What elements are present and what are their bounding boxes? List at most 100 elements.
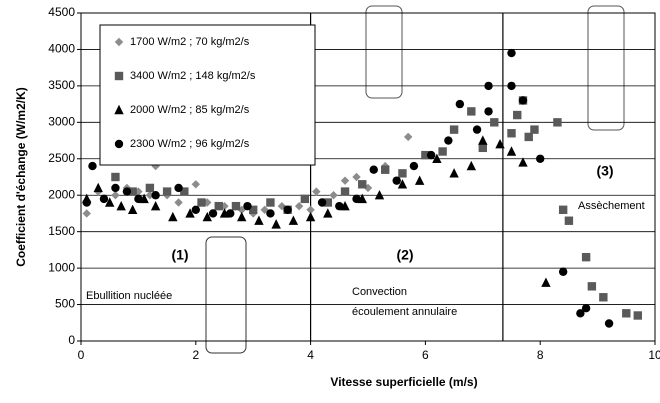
legend-marker	[114, 37, 124, 47]
point	[524, 132, 533, 142]
annotation: (1)	[171, 247, 188, 263]
tube-image	[205, 236, 247, 354]
x-tick-label: 4	[307, 348, 314, 362]
tube-images	[205, 5, 625, 354]
point	[444, 136, 453, 145]
point	[352, 172, 361, 182]
y-tick-label: 500	[55, 297, 75, 311]
point	[288, 215, 299, 225]
point	[369, 165, 378, 174]
point	[397, 179, 408, 189]
legend-label: 1700 W/m2 ; 70 kg/m2/s	[130, 36, 250, 48]
point	[340, 187, 350, 196]
point	[323, 208, 333, 218]
point	[208, 209, 218, 218]
point	[317, 198, 327, 207]
point	[226, 209, 235, 218]
point	[323, 198, 333, 207]
point	[243, 201, 252, 211]
point	[162, 187, 172, 196]
point	[530, 125, 539, 134]
point	[191, 205, 200, 214]
annotation: (2)	[396, 247, 413, 263]
point	[174, 198, 183, 207]
point	[105, 197, 115, 207]
x-tick-label: 0	[78, 348, 85, 362]
point	[191, 180, 200, 189]
point	[283, 205, 292, 214]
point	[381, 165, 390, 174]
point	[134, 194, 143, 204]
point	[438, 147, 447, 156]
point	[231, 201, 241, 211]
point	[432, 153, 442, 163]
point	[82, 209, 91, 218]
series	[82, 135, 551, 287]
y-tick-label: 1500	[48, 224, 75, 238]
point	[254, 215, 264, 225]
annotation: (3)	[596, 163, 613, 179]
y-tick-label: 2500	[48, 151, 75, 165]
point	[564, 216, 574, 225]
point	[541, 277, 551, 287]
point	[82, 198, 91, 207]
point	[558, 205, 568, 214]
point	[88, 161, 97, 171]
point	[266, 209, 275, 218]
point	[151, 191, 160, 200]
point	[455, 99, 465, 109]
point	[214, 201, 223, 211]
point	[506, 146, 517, 156]
point	[202, 211, 212, 222]
point	[266, 198, 275, 207]
point	[145, 183, 155, 193]
point	[558, 267, 568, 276]
point	[306, 205, 315, 214]
series	[111, 96, 642, 320]
point	[587, 282, 597, 291]
point	[312, 187, 321, 196]
point	[507, 48, 516, 58]
point	[518, 96, 528, 105]
y-tick-label: 1000	[48, 260, 75, 274]
legend-label: 2000 W/m2 ; 85 kg/m2/s	[130, 104, 250, 116]
point	[576, 309, 585, 318]
point	[507, 129, 516, 138]
x-axis-label: Vitesse superficielle (m/s)	[330, 375, 477, 389]
point	[581, 252, 591, 262]
annotation: Ebullition nucléée	[86, 290, 172, 302]
legend-label: 2300 W/m2 ; 96 kg/m2/s	[130, 138, 250, 150]
legend-marker	[114, 104, 124, 115]
point	[93, 182, 103, 193]
point	[300, 194, 310, 204]
point	[409, 161, 419, 171]
point	[421, 150, 430, 160]
point	[111, 191, 120, 200]
legend-marker	[114, 139, 124, 149]
point	[358, 180, 367, 189]
point	[294, 201, 304, 211]
point	[111, 183, 120, 193]
point	[553, 118, 562, 127]
legend: 1700 W/m2 ; 70 kg/m2/s 3400 W/m2 ; 148 kg…	[99, 24, 316, 166]
point	[329, 191, 338, 200]
plot-frame	[80, 12, 656, 342]
point	[599, 293, 608, 302]
point	[581, 304, 591, 313]
y-tick-label: 0	[68, 333, 75, 347]
point	[185, 208, 195, 218]
series	[82, 48, 614, 328]
point	[271, 219, 281, 229]
point	[403, 132, 413, 142]
y-tick-label: 2000	[48, 187, 75, 201]
point	[249, 205, 258, 214]
y-tick-label: 3500	[48, 78, 75, 92]
point	[467, 107, 476, 116]
point	[518, 157, 528, 167]
x-tick-label: 8	[537, 348, 544, 362]
point	[116, 200, 126, 211]
legend-marker	[114, 71, 124, 81]
legend-label: 3400 W/m2 ; 148 kg/m2/s	[130, 70, 256, 82]
